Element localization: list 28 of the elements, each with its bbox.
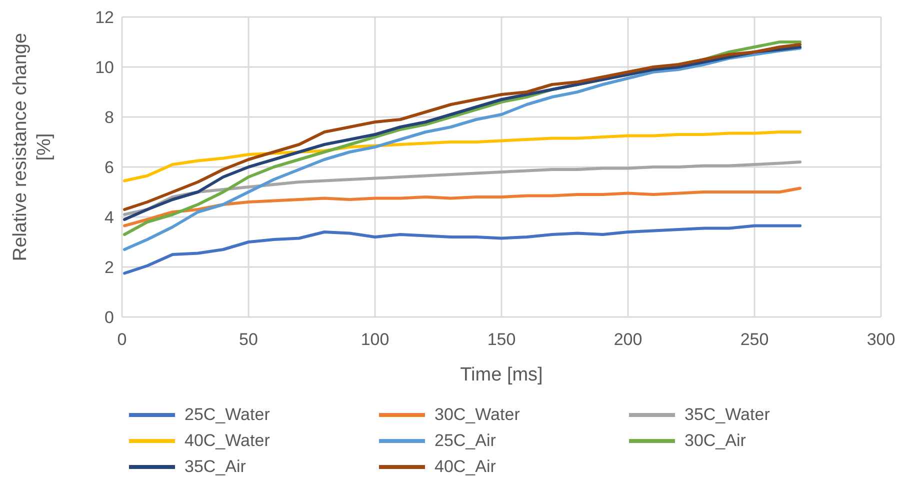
legend-label: 25C_Air xyxy=(434,431,496,451)
x-tick-label: 100 xyxy=(360,330,390,350)
legend-label: 35C_Air xyxy=(184,457,246,477)
y-axis-title: Relative resistance change [%] xyxy=(9,32,56,264)
x-axis-title: Time [ms] xyxy=(460,364,543,386)
y-tick-label: 4 xyxy=(104,208,114,228)
x-tick-label: 200 xyxy=(614,330,642,350)
legend-label: 35C_Water xyxy=(684,405,770,425)
y-tick-label: 0 xyxy=(104,308,114,328)
x-tick-label: 150 xyxy=(487,330,516,350)
legend-label: 30C_Air xyxy=(684,431,746,451)
line-series xyxy=(123,160,802,216)
y-tick-label: 8 xyxy=(104,108,114,128)
legend-label: 30C_Water xyxy=(434,405,520,425)
x-tick-label: 0 xyxy=(117,330,127,350)
y-tick-label: 2 xyxy=(104,258,114,278)
line-series xyxy=(123,186,802,228)
x-tick-label: 300 xyxy=(866,330,896,350)
x-tick-label: 250 xyxy=(740,330,769,350)
line-series xyxy=(123,224,802,275)
y-tick-label: 12 xyxy=(95,8,114,28)
legend-label: 40C_Air xyxy=(434,457,496,477)
legend-label: 40C_Water xyxy=(184,431,270,451)
x-tick-label: 50 xyxy=(239,330,258,350)
legend-label: 25C_Water xyxy=(184,405,270,425)
line-series xyxy=(123,130,802,182)
y-tick-label: 10 xyxy=(95,58,114,78)
y-tick-label: 6 xyxy=(104,158,114,178)
